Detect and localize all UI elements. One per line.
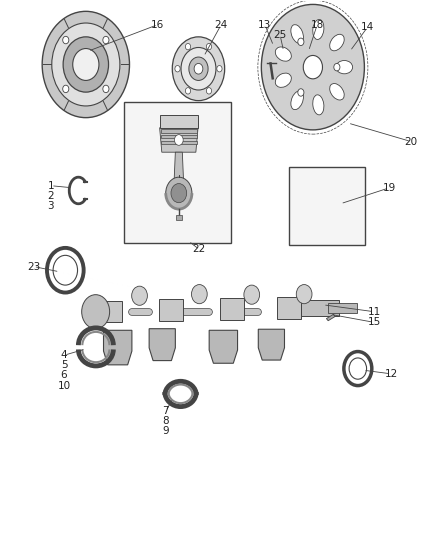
- Circle shape: [175, 66, 180, 72]
- Circle shape: [63, 85, 69, 93]
- Ellipse shape: [313, 19, 324, 39]
- Circle shape: [206, 44, 212, 50]
- Text: 19: 19: [383, 183, 396, 193]
- Circle shape: [189, 57, 208, 80]
- Ellipse shape: [291, 91, 304, 110]
- Text: 23: 23: [27, 262, 40, 271]
- Text: 20: 20: [405, 136, 418, 147]
- Bar: [328, 303, 357, 313]
- Circle shape: [296, 285, 312, 304]
- Circle shape: [174, 135, 183, 146]
- Bar: [159, 300, 183, 321]
- Text: 11: 11: [367, 306, 381, 317]
- Bar: [176, 215, 182, 220]
- Ellipse shape: [291, 25, 304, 43]
- Circle shape: [42, 11, 130, 118]
- Text: 6: 6: [61, 370, 67, 381]
- Bar: [98, 301, 122, 322]
- Polygon shape: [103, 330, 132, 365]
- Polygon shape: [173, 152, 184, 193]
- Text: 14: 14: [361, 22, 374, 33]
- Circle shape: [166, 177, 192, 209]
- Circle shape: [298, 89, 304, 96]
- Circle shape: [103, 36, 109, 44]
- Text: 3: 3: [48, 201, 54, 211]
- Ellipse shape: [313, 95, 324, 115]
- Ellipse shape: [336, 61, 353, 74]
- Circle shape: [185, 44, 191, 50]
- Circle shape: [191, 285, 207, 304]
- Text: 18: 18: [311, 20, 324, 30]
- Polygon shape: [159, 128, 198, 152]
- Text: 15: 15: [367, 317, 381, 327]
- Bar: [161, 141, 197, 144]
- Text: 8: 8: [162, 416, 169, 426]
- Circle shape: [298, 38, 304, 45]
- Circle shape: [52, 23, 120, 106]
- Circle shape: [194, 63, 203, 74]
- Circle shape: [185, 87, 191, 94]
- Text: 16: 16: [151, 20, 165, 30]
- Bar: [124, 102, 231, 243]
- Text: 2: 2: [48, 191, 54, 201]
- Ellipse shape: [330, 84, 344, 100]
- Circle shape: [81, 295, 110, 329]
- Ellipse shape: [330, 34, 344, 51]
- Circle shape: [132, 286, 148, 305]
- Circle shape: [181, 47, 216, 90]
- Text: 25: 25: [273, 30, 287, 41]
- Polygon shape: [326, 314, 335, 321]
- Circle shape: [103, 85, 109, 93]
- Text: 7: 7: [162, 406, 169, 416]
- Bar: [301, 300, 339, 316]
- Circle shape: [217, 66, 222, 72]
- Circle shape: [303, 55, 322, 79]
- Bar: [277, 297, 301, 319]
- Circle shape: [261, 4, 364, 130]
- Text: 5: 5: [61, 360, 67, 370]
- Polygon shape: [209, 330, 237, 364]
- Ellipse shape: [276, 73, 291, 87]
- Text: 4: 4: [61, 350, 67, 360]
- Circle shape: [63, 37, 109, 92]
- Circle shape: [172, 37, 225, 101]
- Bar: [159, 115, 198, 128]
- Text: 13: 13: [258, 20, 272, 30]
- Text: 24: 24: [215, 20, 228, 30]
- Circle shape: [73, 49, 99, 80]
- Bar: [289, 166, 365, 245]
- Text: 12: 12: [385, 369, 398, 379]
- Text: 1: 1: [48, 181, 54, 191]
- Text: 9: 9: [162, 426, 169, 437]
- Text: 10: 10: [57, 381, 71, 391]
- Circle shape: [206, 87, 212, 94]
- Bar: [161, 130, 197, 133]
- Ellipse shape: [276, 47, 291, 61]
- Text: 22: 22: [193, 245, 206, 254]
- Circle shape: [244, 285, 260, 304]
- Polygon shape: [149, 329, 175, 361]
- Circle shape: [334, 63, 340, 71]
- Polygon shape: [258, 329, 285, 360]
- Bar: [161, 135, 197, 139]
- Circle shape: [171, 183, 187, 203]
- Bar: [220, 298, 244, 320]
- Circle shape: [63, 36, 69, 44]
